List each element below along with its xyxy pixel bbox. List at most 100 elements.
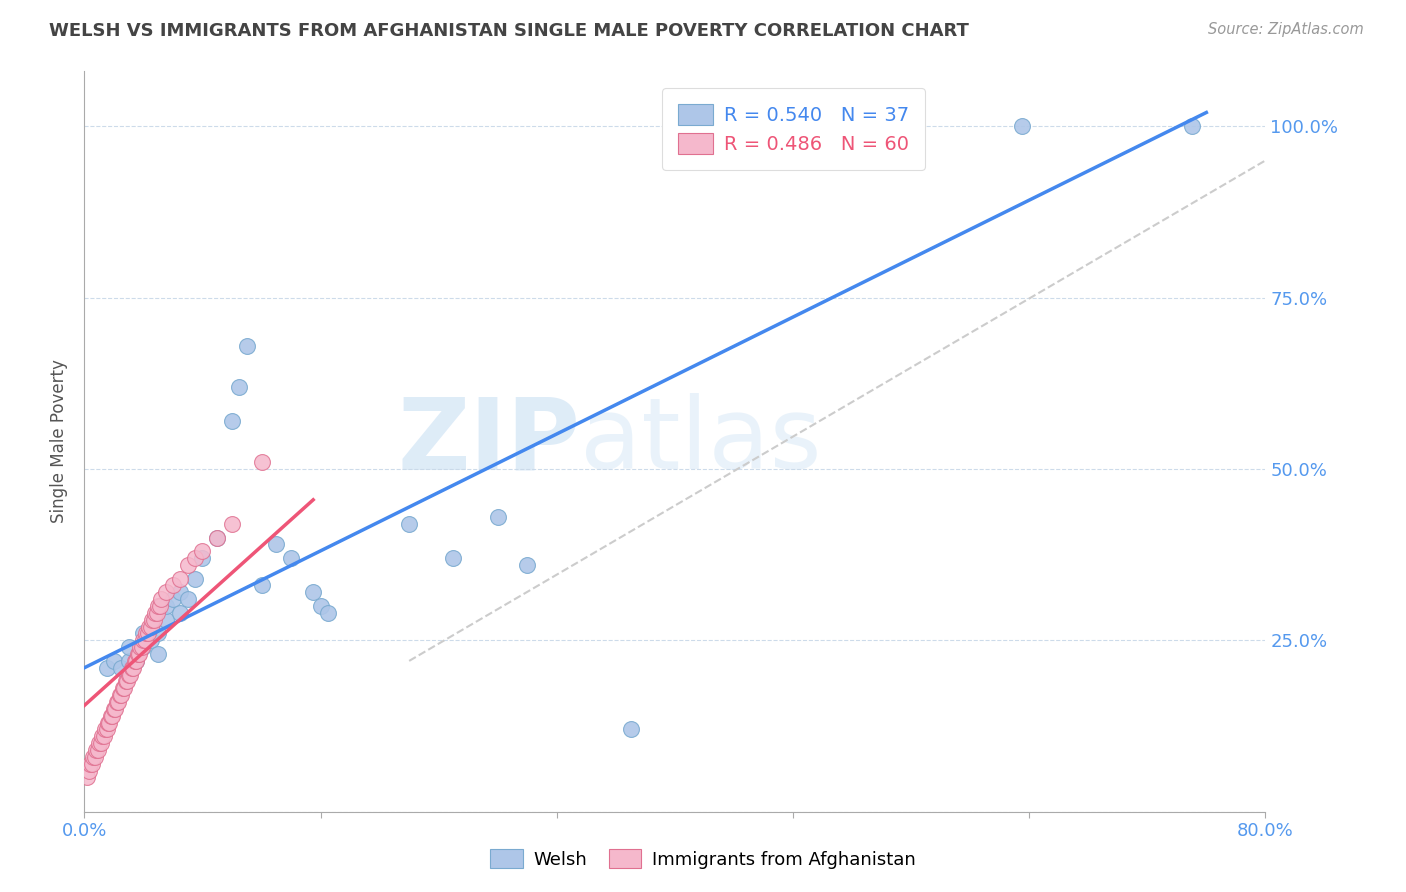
Point: [97, 715, 120, 730]
Point: [101, 708, 124, 723]
Point: [148, 647, 170, 661]
Point: [155, 585, 177, 599]
Point: [103, 702, 125, 716]
Point: [316, 606, 339, 620]
Text: atlas: atlas: [581, 393, 823, 490]
Point: [486, 510, 509, 524]
Point: [121, 661, 143, 675]
Point: [132, 640, 155, 655]
Point: [77, 764, 100, 778]
Point: [138, 619, 160, 633]
Point: [516, 558, 538, 572]
Point: [149, 599, 172, 613]
Point: [169, 572, 191, 586]
Point: [125, 654, 148, 668]
Point: [128, 647, 150, 661]
Point: [132, 626, 155, 640]
Point: [148, 599, 170, 613]
Point: [127, 647, 149, 661]
Point: [79, 756, 101, 771]
Point: [93, 729, 115, 743]
Point: [150, 592, 173, 607]
Point: [129, 640, 152, 655]
Point: [87, 736, 111, 750]
Point: [169, 606, 191, 620]
Point: [142, 613, 165, 627]
Point: [80, 756, 103, 771]
Point: [162, 578, 184, 592]
Point: [91, 729, 114, 743]
Point: [120, 667, 142, 681]
Point: [86, 743, 108, 757]
Point: [141, 613, 163, 627]
Point: [191, 551, 214, 566]
Legend: R = 0.540   N = 37, R = 0.486   N = 60: R = 0.540 N = 37, R = 0.486 N = 60: [662, 88, 925, 169]
Point: [76, 771, 98, 785]
Point: [620, 723, 643, 737]
Point: [111, 681, 134, 696]
Point: [155, 613, 177, 627]
Point: [309, 599, 332, 613]
Point: [184, 551, 207, 566]
Point: [118, 654, 141, 668]
Point: [112, 681, 135, 696]
Point: [135, 626, 157, 640]
Text: WELSH VS IMMIGRANTS FROM AFGHANISTAN SINGLE MALE POVERTY CORRELATION CHART: WELSH VS IMMIGRANTS FROM AFGHANISTAN SIN…: [49, 22, 969, 40]
Point: [1011, 119, 1033, 133]
Point: [136, 626, 159, 640]
Point: [105, 695, 128, 709]
Point: [131, 640, 153, 655]
Point: [110, 661, 132, 675]
Text: ZIP: ZIP: [398, 393, 581, 490]
Point: [191, 544, 214, 558]
Point: [104, 702, 127, 716]
Legend: Welsh, Immigrants from Afghanistan: Welsh, Immigrants from Afghanistan: [482, 841, 924, 876]
Point: [145, 606, 167, 620]
Point: [83, 750, 105, 764]
Point: [139, 633, 162, 648]
Point: [122, 661, 145, 675]
Point: [207, 531, 229, 545]
Point: [221, 516, 243, 531]
Point: [162, 592, 184, 607]
Point: [443, 551, 465, 566]
Point: [250, 578, 273, 592]
Point: [207, 531, 229, 545]
Point: [148, 626, 170, 640]
Point: [228, 380, 250, 394]
Point: [398, 516, 420, 531]
Point: [132, 633, 155, 648]
Point: [280, 551, 302, 566]
Point: [302, 585, 325, 599]
Point: [250, 455, 273, 469]
Text: Source: ZipAtlas.com: Source: ZipAtlas.com: [1208, 22, 1364, 37]
Point: [114, 674, 136, 689]
Point: [169, 585, 191, 599]
Point: [184, 572, 207, 586]
Point: [94, 723, 117, 737]
Point: [90, 736, 112, 750]
Point: [110, 688, 132, 702]
Point: [139, 619, 162, 633]
Point: [1181, 119, 1204, 133]
Point: [177, 592, 200, 607]
Y-axis label: Single Male Poverty: Single Male Poverty: [51, 359, 69, 524]
Point: [236, 338, 259, 352]
Point: [118, 640, 141, 655]
Point: [139, 619, 162, 633]
Point: [96, 661, 118, 675]
Point: [124, 654, 146, 668]
Point: [84, 743, 107, 757]
Point: [221, 414, 243, 428]
Point: [266, 537, 288, 551]
Point: [103, 654, 125, 668]
Point: [82, 750, 104, 764]
Point: [98, 715, 121, 730]
Point: [96, 723, 118, 737]
Point: [100, 708, 122, 723]
Point: [118, 667, 141, 681]
Point: [177, 558, 200, 572]
Point: [107, 695, 129, 709]
Point: [108, 688, 131, 702]
Point: [155, 599, 177, 613]
